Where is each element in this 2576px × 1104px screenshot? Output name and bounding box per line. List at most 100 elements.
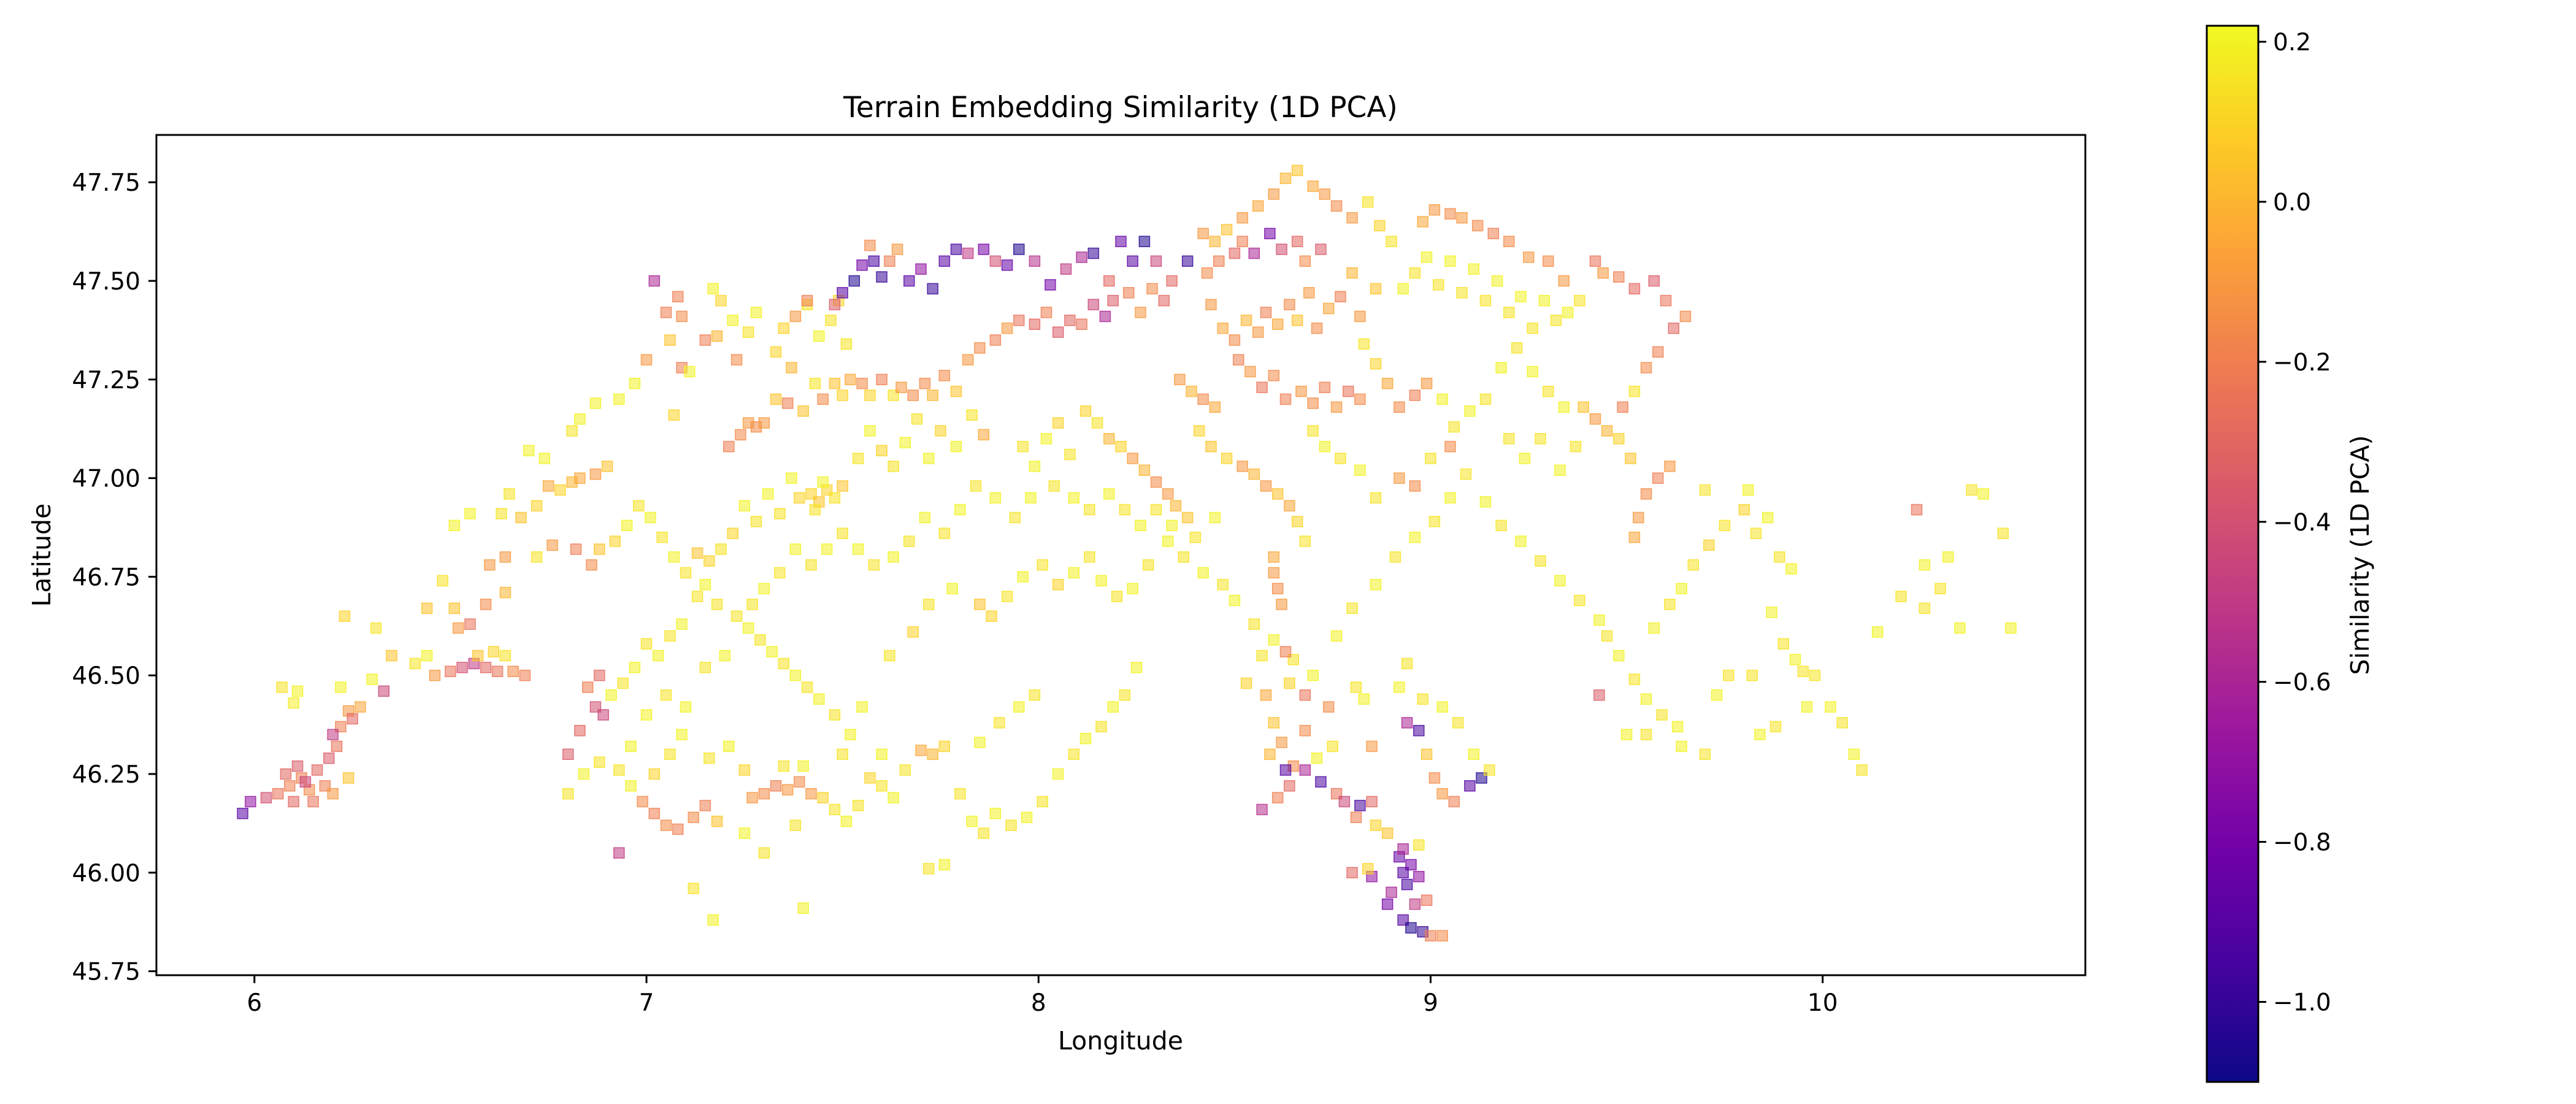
data-point: [1699, 484, 1711, 496]
data-point: [876, 748, 887, 761]
data-point: [1769, 721, 1782, 733]
data-point: [342, 772, 355, 784]
data-point: [1048, 480, 1060, 492]
data-point: [1201, 267, 1213, 279]
data-point: [1307, 397, 1319, 409]
y-tick-label: 46.00: [72, 860, 140, 887]
data-point: [672, 823, 684, 835]
data-point: [1166, 519, 1178, 532]
data-point: [1236, 212, 1248, 224]
data-point: [1417, 693, 1428, 705]
data-point: [1628, 385, 1641, 397]
data-point: [707, 283, 719, 295]
data-point: [1005, 819, 1017, 831]
data-point: [1079, 732, 1092, 745]
data-point: [1656, 709, 1668, 721]
data-point: [1209, 401, 1221, 413]
data-point: [617, 677, 629, 689]
y-tick-label: 47.75: [72, 169, 140, 197]
data-point: [970, 480, 982, 492]
data-point: [1460, 468, 1472, 480]
data-point: [1052, 768, 1064, 780]
data-point: [1519, 453, 1531, 464]
data-point: [715, 543, 727, 555]
data-point: [1303, 287, 1315, 299]
data-point: [829, 709, 841, 721]
data-point: [1774, 551, 1785, 563]
data-point: [1268, 717, 1280, 729]
data-point: [1213, 255, 1225, 267]
data-point: [903, 535, 915, 547]
data-point: [711, 815, 723, 827]
data-point: [864, 239, 876, 251]
data-point: [1452, 717, 1464, 729]
data-point: [1064, 315, 1076, 326]
data-point: [1354, 393, 1366, 405]
data-point: [1103, 275, 1115, 287]
data-point: [1366, 740, 1378, 753]
data-point: [327, 729, 339, 740]
data-point: [562, 748, 574, 761]
data-point: [742, 326, 754, 338]
data-point: [715, 294, 727, 307]
data-point: [1401, 657, 1413, 670]
data-point: [1640, 488, 1652, 500]
data-point: [1997, 527, 2009, 539]
data-point: [1393, 472, 1405, 484]
data-point: [597, 709, 609, 721]
data-point: [1119, 504, 1131, 516]
data-point: [640, 354, 653, 366]
data-point: [774, 567, 786, 579]
data-point: [758, 583, 770, 594]
data-point: [637, 795, 648, 808]
data-point: [668, 551, 680, 563]
data-point: [448, 519, 461, 532]
data-point: [1256, 803, 1268, 816]
data-point: [856, 377, 868, 389]
data-point: [1017, 440, 1029, 453]
data-point: [1354, 800, 1366, 811]
colorbar-label: Similarity (1D PCA): [2345, 435, 2375, 675]
data-point: [1652, 472, 1664, 484]
data-point: [809, 377, 821, 389]
data-point: [1934, 583, 1946, 594]
data-point: [1127, 255, 1138, 267]
data-point: [1448, 795, 1460, 808]
data-point: [1620, 729, 1633, 740]
data-point: [730, 354, 743, 366]
data-point: [1703, 539, 1715, 551]
data-point: [323, 752, 335, 764]
data-point: [574, 724, 586, 737]
data-point: [1197, 228, 1209, 240]
data-point: [1327, 740, 1338, 753]
data-point: [1527, 366, 1538, 378]
data-point: [1977, 488, 1990, 500]
data-point: [954, 504, 966, 516]
data-point: [1045, 279, 1056, 291]
data-point: [1515, 535, 1527, 547]
data-point: [1299, 764, 1311, 776]
data-point: [1919, 602, 1931, 615]
data-point: [1181, 255, 1194, 267]
data-point: [331, 740, 343, 753]
data-point: [1021, 811, 1033, 823]
data-point: [727, 527, 738, 539]
data-point: [335, 681, 347, 693]
data-point: [1401, 717, 1413, 729]
data-point: [1479, 294, 1492, 307]
data-point: [1346, 602, 1358, 615]
data-point: [1444, 255, 1456, 267]
y-axis-label: Latitude: [27, 504, 56, 607]
data-point: [1068, 492, 1080, 504]
data-point: [1448, 421, 1460, 433]
data-point: [566, 425, 578, 437]
data-point: [1370, 358, 1382, 370]
data-point: [1209, 236, 1221, 247]
data-point: [1558, 401, 1570, 413]
data-point: [794, 776, 805, 788]
data-point: [938, 527, 951, 539]
data-point: [1091, 417, 1103, 429]
data-point: [1291, 315, 1303, 326]
data-point: [1279, 172, 1292, 185]
